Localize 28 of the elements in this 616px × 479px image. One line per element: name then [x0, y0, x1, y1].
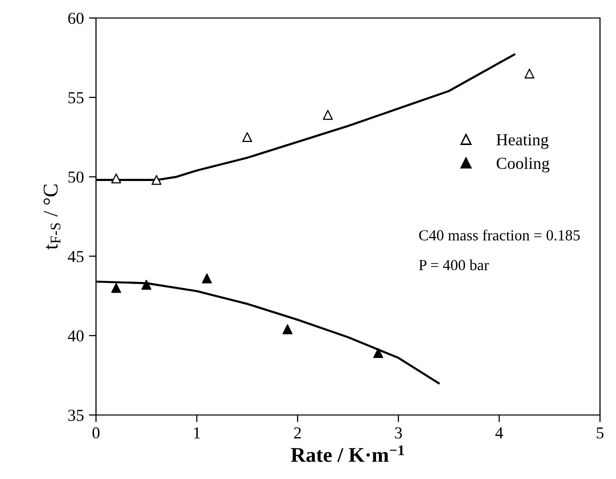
y-tick-label: 35: [68, 410, 84, 421]
point: [152, 175, 162, 185]
point: [282, 324, 292, 334]
x-tick-label: 2: [294, 427, 301, 438]
point: [141, 280, 152, 290]
x-tick-label: 5: [596, 427, 604, 439]
legend-label: Heating: [496, 134, 548, 149]
y-tick-label: 50: [68, 172, 84, 183]
annotation: C40 mass fraction = 0.185: [419, 230, 580, 241]
point: [111, 173, 122, 184]
y-axis-title: t$_{F-S}$ / °C: [44, 184, 60, 250]
point: [202, 273, 212, 284]
x-axis-title: Rate / K·m$^{−1}$: [290, 445, 404, 462]
y-tick-label: 45: [68, 251, 84, 262]
x-tick-label: 3: [395, 427, 402, 439]
y-tick-label: 55: [68, 92, 84, 104]
point: [524, 68, 534, 79]
point: [242, 132, 252, 142]
x-tick-label: 1: [194, 427, 200, 438]
x-tick-label: 0: [92, 427, 100, 439]
annotation: P = 400 bar: [419, 259, 489, 270]
y-tick-label: 40: [68, 330, 84, 342]
legend-label: Cooling: [496, 157, 550, 172]
y-tick-label: 60: [68, 12, 84, 24]
x-tick-label: 4: [495, 427, 504, 438]
point: [322, 110, 333, 120]
point: [373, 348, 384, 358]
point: [111, 283, 122, 293]
